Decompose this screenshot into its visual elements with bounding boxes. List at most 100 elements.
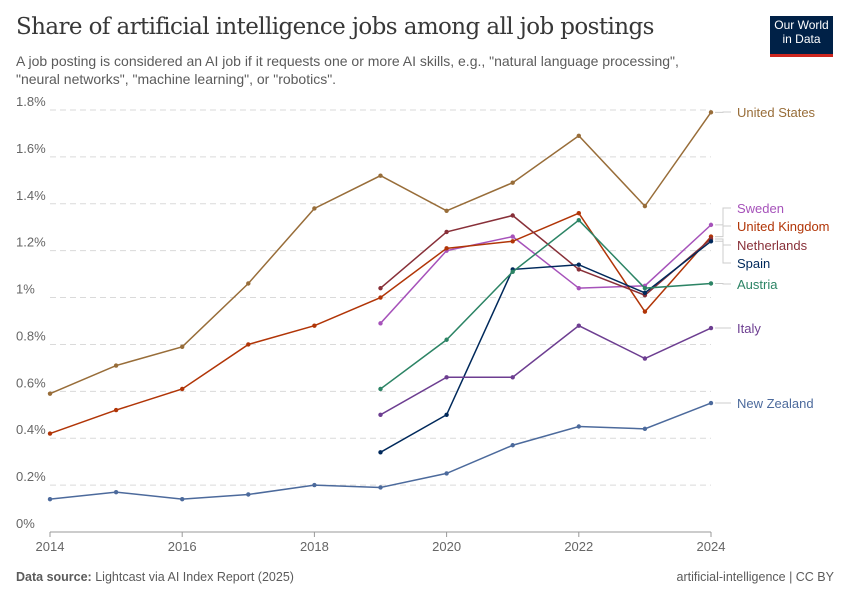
y-tick-label: 0.4% (16, 422, 46, 437)
y-tick-label: 0% (16, 516, 35, 531)
data-point[interactable] (378, 450, 383, 455)
data-point[interactable] (576, 133, 581, 138)
data-point[interactable] (312, 206, 317, 211)
data-point[interactable] (708, 239, 714, 244)
data-point[interactable] (246, 342, 251, 347)
data-point[interactable] (444, 229, 449, 235)
data-point[interactable] (378, 295, 383, 300)
data-point[interactable] (708, 325, 714, 331)
data-point[interactable] (113, 489, 119, 495)
data-point[interactable] (180, 386, 185, 392)
data-point[interactable] (378, 285, 383, 291)
data-point[interactable] (47, 496, 53, 502)
y-tick-label: 1.8% (16, 94, 46, 109)
data-point[interactable] (708, 110, 714, 115)
series-label[interactable]: Austria (737, 277, 778, 292)
y-tick-label: 1.2% (16, 235, 46, 250)
data-point[interactable] (642, 426, 648, 432)
x-tick-label: 2018 (300, 539, 329, 554)
data-point[interactable] (378, 412, 383, 417)
data-point[interactable] (708, 281, 714, 286)
series-line-italy[interactable] (380, 324, 712, 416)
series-line-sweden[interactable] (379, 224, 712, 324)
data-point[interactable] (576, 267, 581, 272)
data-point[interactable] (642, 285, 648, 291)
data-point[interactable] (708, 400, 714, 406)
data-point[interactable] (378, 173, 383, 178)
y-tick-label: 0.2% (16, 469, 46, 484)
source-text[interactable]: Lightcast via AI Index Report (2025) (95, 570, 294, 584)
chart-subtitle: A job posting is considered an AI job if… (16, 53, 679, 87)
y-tick-label: 1% (16, 282, 35, 297)
data-point[interactable] (576, 217, 581, 223)
series-label[interactable]: New Zealand (737, 396, 814, 411)
logo-text: Our World in Data (774, 18, 829, 46)
data-point[interactable] (47, 391, 53, 396)
label-connector (715, 240, 731, 264)
data-point[interactable] (378, 321, 383, 326)
data-point[interactable] (510, 234, 515, 239)
x-tick-label: 2024 (697, 539, 726, 554)
series-line-netherlands[interactable] (380, 214, 712, 297)
series-line-austria[interactable] (380, 219, 712, 390)
data-point[interactable] (444, 246, 449, 251)
series-label[interactable]: United Kingdom (737, 219, 830, 234)
label-connector (715, 207, 731, 226)
data-point[interactable] (444, 375, 449, 380)
data-point[interactable] (576, 424, 581, 429)
data-point[interactable] (444, 471, 449, 476)
data-point[interactable] (642, 356, 648, 361)
y-tick-label: 1.6% (16, 141, 46, 156)
data-point[interactable] (312, 323, 317, 328)
owid-logo[interactable]: Our World in Data (770, 16, 833, 57)
x-tick-label: 2014 (36, 539, 65, 554)
chart-title: Share of artificial intelligence jobs am… (16, 14, 654, 40)
data-point[interactable] (510, 375, 515, 380)
data-point[interactable] (510, 239, 515, 244)
data-point[interactable] (246, 492, 251, 497)
series-label[interactable]: United States (737, 105, 816, 120)
label-connector (715, 282, 731, 285)
label-connector (715, 225, 731, 238)
series-line-united-states[interactable] (49, 111, 712, 395)
data-point[interactable] (444, 412, 449, 417)
data-point[interactable] (378, 485, 383, 490)
data-point[interactable] (642, 290, 648, 296)
y-tick-label: 1.4% (16, 188, 46, 203)
data-point[interactable] (576, 323, 581, 328)
y-tick-label: 0.6% (16, 375, 46, 390)
footer-license[interactable]: artificial-intelligence | CC BY (676, 570, 834, 584)
data-point[interactable] (444, 208, 449, 214)
series-line-spain[interactable] (380, 240, 712, 453)
data-point[interactable] (180, 344, 185, 349)
data-point[interactable] (576, 285, 581, 291)
series-label[interactable]: Spain (737, 256, 770, 271)
data-point[interactable] (113, 407, 119, 413)
data-point[interactable] (444, 337, 449, 342)
source-label: Data source: (16, 570, 92, 584)
series-label[interactable]: Italy (737, 321, 761, 336)
y-tick-label: 0.8% (16, 328, 46, 343)
data-source: Data source: Lightcast via AI Index Repo… (16, 570, 294, 584)
x-tick-label: 2016 (168, 539, 197, 554)
data-point[interactable] (312, 482, 317, 488)
data-point[interactable] (576, 262, 581, 267)
x-tick-label: 2020 (432, 539, 461, 554)
data-point[interactable] (708, 222, 714, 228)
data-point[interactable] (642, 309, 648, 314)
data-point[interactable] (576, 210, 581, 216)
series-label[interactable]: Netherlands (737, 238, 808, 253)
data-point[interactable] (378, 386, 383, 392)
data-point[interactable] (510, 180, 515, 185)
data-point[interactable] (510, 213, 515, 218)
data-point[interactable] (180, 496, 185, 502)
data-point[interactable] (246, 281, 251, 286)
data-point[interactable] (113, 363, 119, 368)
x-tick-label: 2022 (564, 539, 593, 554)
data-point[interactable] (510, 269, 515, 274)
data-point[interactable] (510, 443, 515, 448)
data-point[interactable] (642, 203, 648, 209)
data-point[interactable] (47, 431, 53, 436)
series-label[interactable]: Sweden (737, 201, 784, 216)
